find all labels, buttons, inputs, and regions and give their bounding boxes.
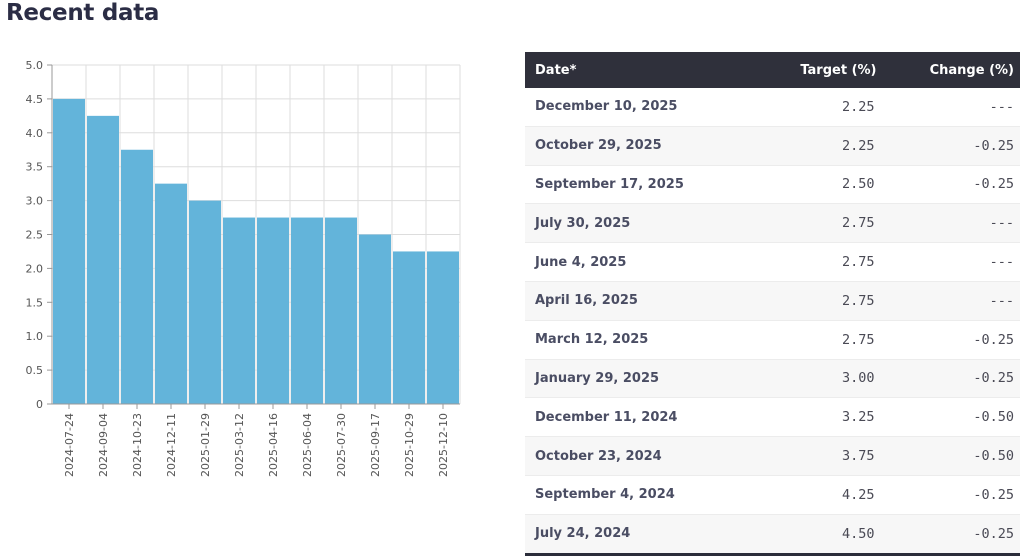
row-change: -0.25 xyxy=(882,320,1020,360)
row-date: October 29, 2025 xyxy=(525,126,757,166)
row-target: 2.25 xyxy=(756,88,883,127)
y-tick-label: 1.0 xyxy=(26,330,44,343)
row-target: 2.25 xyxy=(756,126,883,166)
row-date: June 4, 2025 xyxy=(525,242,757,282)
row-target: 4.25 xyxy=(756,475,883,515)
table-row: December 11, 2024 3.25 -0.50 xyxy=(525,397,1020,438)
page-heading: Recent data xyxy=(6,0,160,26)
x-tick-label: 2025-01-29 xyxy=(199,413,212,477)
rates-table: Date* Target (%) Change (%) December 10,… xyxy=(525,52,1020,556)
row-target: 3.00 xyxy=(756,359,883,399)
bar xyxy=(359,234,391,404)
bar xyxy=(427,251,459,404)
row-target: 2.75 xyxy=(756,281,883,321)
bar xyxy=(223,217,255,404)
table-row: March 12, 2025 2.75 -0.25 xyxy=(525,320,1020,360)
x-tick-label: 2024-12-11 xyxy=(165,413,178,477)
row-date: September 17, 2025 xyxy=(525,165,757,205)
y-tick-label: 0 xyxy=(36,398,43,411)
chart-svg: 0 0.5 1.0 1.5 2.0 2.5 3.0 3.5 4.0 4.5 5.0 2024-07-2… xyxy=(26,59,461,477)
row-date: October 23, 2024 xyxy=(525,436,757,476)
y-tick-label: 0.5 xyxy=(26,364,44,377)
table-row: October 29, 2025 2.25 -0.25 xyxy=(525,126,1020,166)
x-tick-label: 2025-04-16 xyxy=(267,413,280,477)
row-date: March 12, 2025 xyxy=(525,320,757,360)
bar xyxy=(53,98,85,405)
table-row: October 23, 2024 3.75 -0.50 xyxy=(525,436,1020,476)
y-tick-label: 4.5 xyxy=(26,93,44,106)
bar xyxy=(393,251,425,404)
x-tick-label: 2025-12-10 xyxy=(437,413,450,477)
bar xyxy=(121,149,153,404)
column-header-target[interactable]: Target (%) xyxy=(756,52,883,88)
y-tick-label: 2.0 xyxy=(26,262,44,275)
table-row: April 16, 2025 2.75 --- xyxy=(525,281,1020,321)
column-header-date[interactable]: Date* xyxy=(525,52,757,88)
row-target: 2.50 xyxy=(756,165,883,205)
table-row: September 4, 2024 4.25 -0.25 xyxy=(525,475,1020,515)
row-date: April 16, 2025 xyxy=(525,281,757,321)
row-date: December 10, 2025 xyxy=(525,88,757,127)
row-date: July 30, 2025 xyxy=(525,203,757,244)
row-target: 3.25 xyxy=(756,397,883,438)
x-tick-label: 2024-09-04 xyxy=(97,413,110,477)
row-change: --- xyxy=(882,242,1020,282)
row-change: --- xyxy=(882,203,1020,244)
row-target: 2.75 xyxy=(756,320,883,360)
x-tick-label: 2025-06-04 xyxy=(301,413,314,477)
row-change: -0.25 xyxy=(882,514,1020,555)
row-date: January 29, 2025 xyxy=(525,359,757,399)
bar xyxy=(325,217,357,404)
row-change: --- xyxy=(882,281,1020,321)
table-row: September 17, 2025 2.50 -0.25 xyxy=(525,165,1020,205)
row-change: -0.50 xyxy=(882,397,1020,438)
table-row: July 30, 2025 2.75 --- xyxy=(525,203,1020,244)
y-tick-label: 3.0 xyxy=(26,195,44,208)
row-change: -0.50 xyxy=(882,436,1020,476)
row-date: December 11, 2024 xyxy=(525,397,757,438)
y-tick-label: 2.5 xyxy=(26,229,44,242)
row-change: -0.25 xyxy=(882,359,1020,399)
row-target: 4.50 xyxy=(756,514,883,555)
row-change: --- xyxy=(882,88,1020,127)
bar xyxy=(291,217,323,404)
x-tick-label: 2024-10-23 xyxy=(131,413,144,477)
row-change: -0.25 xyxy=(882,475,1020,515)
bar xyxy=(189,200,221,404)
x-tick-label: 2025-07-30 xyxy=(335,413,348,477)
row-date: July 24, 2024 xyxy=(525,514,757,555)
row-target: 3.75 xyxy=(756,436,883,476)
table-row: January 29, 2025 3.00 -0.25 xyxy=(525,359,1020,399)
x-tick-label: 2025-10-29 xyxy=(403,413,416,477)
bar xyxy=(257,217,289,404)
rate-bar-chart: 0 0.5 1.0 1.5 2.0 2.5 3.0 3.5 4.0 4.5 5.0 2024-07-2… xyxy=(0,50,480,490)
row-target: 2.75 xyxy=(756,203,883,244)
x-tick-label: 2025-09-17 xyxy=(369,413,382,477)
y-tick-label: 5.0 xyxy=(26,59,44,72)
x-tick-label: 2025-03-12 xyxy=(233,413,246,477)
y-tick-label: 4.0 xyxy=(26,127,44,140)
table-row: December 10, 2025 2.25 --- xyxy=(525,88,1020,127)
table-header-row: Date* Target (%) Change (%) xyxy=(525,52,1020,88)
row-target: 2.75 xyxy=(756,242,883,282)
row-change: -0.25 xyxy=(882,126,1020,166)
y-tick-label: 1.5 xyxy=(26,296,44,309)
y-tick-label: 3.5 xyxy=(26,161,44,174)
row-change: -0.25 xyxy=(882,165,1020,205)
x-tick-label: 2024-07-24 xyxy=(63,413,76,477)
column-header-change[interactable]: Change (%) xyxy=(882,52,1020,88)
bar xyxy=(87,115,119,404)
bar xyxy=(155,183,187,404)
table-row: June 4, 2025 2.75 --- xyxy=(525,242,1020,282)
table-row: July 24, 2024 4.50 -0.25 xyxy=(525,514,1020,555)
row-date: September 4, 2024 xyxy=(525,475,757,515)
